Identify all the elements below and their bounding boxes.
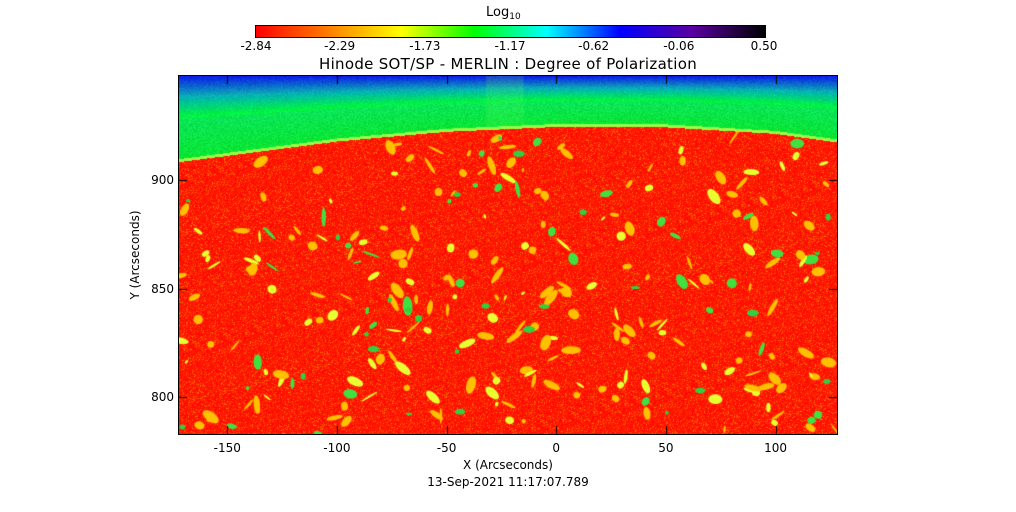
polarization-image [179,76,837,434]
x-tick-label: -50 [436,441,457,455]
colorbar-title: Log10 [486,5,521,22]
x-tick-label: 100 [764,441,788,455]
chart-title: Hinode SOT/SP - MERLIN : Degree of Polar… [318,55,697,73]
colorbar-tick-label: -0.62 [578,39,610,53]
colorbar-tick-label: 0.50 [750,39,778,53]
colorbar [255,25,766,38]
colorbar-tick-label: -1.73 [409,39,441,53]
x-tick-label: -150 [213,441,241,455]
polarization-map [178,75,838,435]
y-tick-label: 800 [151,390,174,405]
y-tick-label: 900 [151,173,174,188]
colorbar-tick-label: -2.29 [324,39,356,53]
observation-timestamp: 13-Sep-2021 11:17:07.789 [427,475,589,489]
x-tick-label: -100 [323,441,351,455]
y-axis-label: Y (Arcseconds) [128,210,142,300]
colorbar-tick-label: -1.17 [494,39,526,53]
x-tick-label: 50 [658,441,674,455]
x-tick-label: 0 [552,441,561,455]
colorbar-tick-label: -0.06 [663,39,695,53]
y-tick-label: 850 [151,281,174,296]
x-axis-label: X (Arcseconds) [463,458,553,472]
colorbar-tick-label: -2.84 [240,39,272,53]
